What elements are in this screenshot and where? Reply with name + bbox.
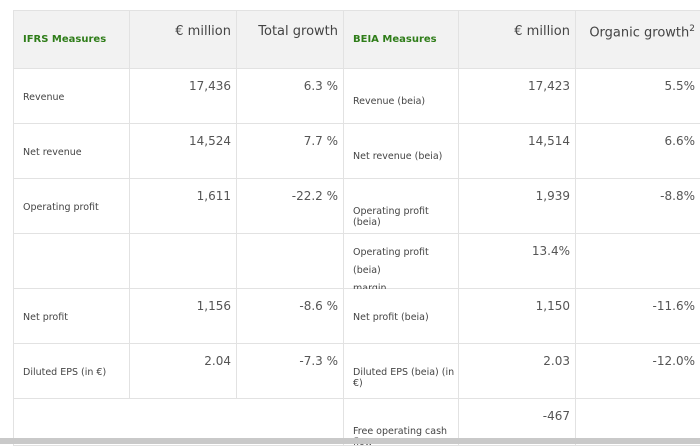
table-row: Revenue 17,436 6.3 % Revenue (beia) 17,4… (14, 69, 700, 124)
table-row: Diluted EPS (in €) 2.04 -7.3 % Diluted E… (14, 344, 700, 399)
table-row: Operating profit (beia)margin 13.4% (14, 234, 700, 289)
organic-growth-cell: 6.6% (576, 124, 700, 179)
ifrs-label-cell: Net revenue (14, 124, 130, 179)
organic-growth-cell (576, 234, 700, 289)
ifrs-value-cell: 14,524 (130, 124, 237, 179)
financial-measures-table: IFRS Measures € million Total growth BEI… (13, 10, 700, 446)
organic-growth-header: Organic growth2 (576, 11, 700, 69)
organic-growth-cell: 5.5% (576, 69, 700, 124)
total-growth-cell: -7.3 % (237, 344, 344, 399)
footnote-marker: 2 (689, 24, 695, 34)
organic-growth-cell: -12.0% (576, 344, 700, 399)
ifrs-label-cell: Diluted EPS (in €) (14, 344, 130, 399)
beia-label-cell: Diluted EPS (beia) (in €) (344, 344, 459, 399)
organic-growth-cell: -8.8% (576, 179, 700, 234)
ifrs-value-cell: 2.04 (130, 344, 237, 399)
total-growth-cell (237, 234, 344, 289)
total-growth-cell: 6.3 % (237, 69, 344, 124)
beia-eur-million-header: € million (459, 11, 576, 69)
table-row: Net profit 1,156 -8.6 % Net profit (beia… (14, 289, 700, 344)
ifrs-measures-header: IFRS Measures (14, 11, 130, 69)
total-growth-header: Total growth (237, 11, 344, 69)
ifrs-value-cell: 1,156 (130, 289, 237, 344)
ifrs-label-cell: Operating profit (14, 179, 130, 234)
organic-growth-cell: -11.6% (576, 289, 700, 344)
ifrs-value-cell: 1,611 (130, 179, 237, 234)
beia-value-cell: 2.03 (459, 344, 576, 399)
beia-label-cell: Net profit (beia) (344, 289, 459, 344)
total-growth-cell: -8.6 % (237, 289, 344, 344)
beia-measures-header: BEIA Measures (344, 11, 459, 69)
beia-value-cell: 17,423 (459, 69, 576, 124)
ifrs-value-cell: 17,436 (130, 69, 237, 124)
horizontal-scrollbar[interactable] (0, 438, 700, 444)
beia-value-cell: 1,150 (459, 289, 576, 344)
beia-label-line: Operating profit (beia) (353, 247, 429, 276)
beia-label-cell: Operating profit (beia)margin (344, 234, 459, 289)
beia-label-cell: Revenue (beia) (344, 69, 459, 124)
beia-label-cell: Net revenue (beia) (344, 124, 459, 179)
table-row: Operating profit 1,611 -22.2 % Operating… (14, 179, 700, 234)
total-growth-cell: 7.7 % (237, 124, 344, 179)
ifrs-label-cell (14, 234, 130, 289)
beia-value-cell: 14,514 (459, 124, 576, 179)
table-row: Net revenue 14,524 7.7 % Net revenue (be… (14, 124, 700, 179)
total-growth-cell: -22.2 % (237, 179, 344, 234)
header-row: IFRS Measures € million Total growth BEI… (14, 11, 700, 69)
beia-value-cell: 1,939 (459, 179, 576, 234)
beia-value-cell: 13.4% (459, 234, 576, 289)
ifrs-value-cell (130, 234, 237, 289)
organic-growth-label: Organic growth (589, 25, 689, 40)
ifrs-label-cell: Net profit (14, 289, 130, 344)
eur-million-header: € million (130, 11, 237, 69)
beia-label-cell: Operating profit (beia) (344, 179, 459, 234)
ifrs-label-cell: Revenue (14, 69, 130, 124)
